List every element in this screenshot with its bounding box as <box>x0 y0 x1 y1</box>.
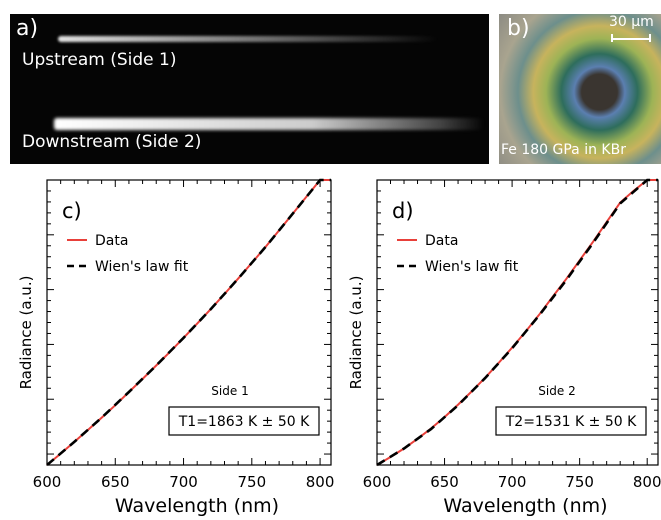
annotation-box <box>168 406 320 436</box>
x-axis-label: Wavelength (nm) <box>443 495 607 516</box>
annotation-text: T1=1863 K ± 50 K <box>178 414 310 430</box>
scale-bar-tick-right <box>649 34 651 42</box>
panel-b-letter: b) <box>507 16 530 41</box>
chart-c: 600 650 700 750 800 Wavelength (nm) Radiance (… <box>17 178 335 517</box>
x-tick-label: 650 <box>101 473 130 491</box>
annotation-title: Side 1 <box>211 384 248 398</box>
streak-image-panel: a) Upstream (Side 1) Downstream (Side 2) <box>10 14 489 164</box>
annotation-text: T2=1531 K ± 50 K <box>505 414 637 430</box>
legend-data-label: Data <box>425 233 458 249</box>
scale-bar-label: 30 µm <box>609 14 654 30</box>
sample-caption: Fe 180 GPa in KBr <box>501 142 626 158</box>
y-axis-label: Radiance (a.u.) <box>347 276 365 390</box>
x-tick-label: 800 <box>306 473 335 491</box>
panel-a-letter: a) <box>16 16 39 41</box>
sample-photo-panel: b) 30 µm Fe 180 GPa in KBr <box>499 14 661 164</box>
downstream-streak <box>54 118 484 130</box>
scale-bar <box>611 38 651 40</box>
scale-bar-tick-left <box>611 34 613 42</box>
fit-series-line <box>46 178 331 466</box>
x-axis-label: Wavelength (nm) <box>115 495 279 516</box>
panel-letter: d) <box>392 199 414 223</box>
legend-fit-label: Wien's law fit <box>425 259 519 275</box>
upstream-label: Upstream (Side 1) <box>22 50 177 70</box>
fit-series-line <box>376 178 658 467</box>
y-axis-label: Radiance (a.u.) <box>17 276 35 390</box>
x-tick-label: 700 <box>498 473 527 491</box>
downstream-label: Downstream (Side 2) <box>22 132 202 152</box>
annotation-title: Side 2 <box>538 384 575 398</box>
chart-d-container: 600 650 700 750 800 Wavelength (nm) Radiance (… <box>330 168 661 520</box>
panel-letter: c) <box>62 199 82 223</box>
x-tick-label: 800 <box>633 473 661 491</box>
legend-data-label: Data <box>95 233 128 249</box>
upstream-streak <box>58 36 438 42</box>
x-tick-label: 700 <box>169 473 198 491</box>
x-tick-label: 600 <box>363 473 392 491</box>
x-tick-label: 650 <box>430 473 459 491</box>
chart-d: 600 650 700 750 800 Wavelength (nm) Radiance (… <box>347 178 661 517</box>
chart-c-container: 600 650 700 750 800 Wavelength (nm) Radiance (… <box>0 168 340 520</box>
legend-fit-label: Wien's law fit <box>95 259 189 275</box>
annotation-box <box>495 406 647 436</box>
x-tick-label: 750 <box>237 473 266 491</box>
x-tick-label: 750 <box>565 473 594 491</box>
x-tick-label: 600 <box>33 473 62 491</box>
